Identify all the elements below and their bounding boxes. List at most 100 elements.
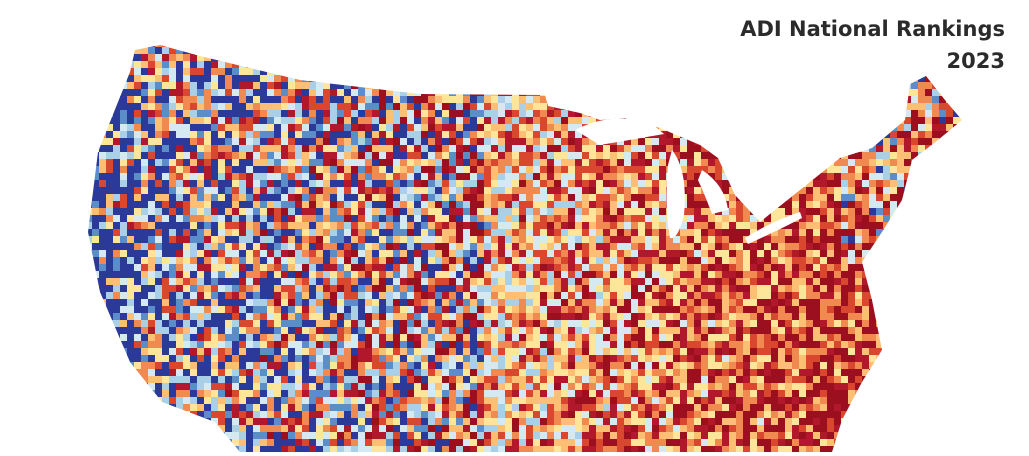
map-tile	[421, 166, 429, 174]
map-tile	[834, 250, 842, 258]
map-tile	[960, 138, 962, 146]
map-tile	[904, 285, 912, 293]
map-tile	[365, 89, 373, 97]
map-tile	[393, 103, 401, 111]
map-tile	[190, 250, 198, 258]
map-tile	[498, 124, 506, 132]
map-tile	[638, 285, 646, 293]
map-tile	[617, 236, 625, 244]
map-tile	[288, 201, 296, 209]
map-tile	[183, 75, 191, 83]
map-tile	[631, 215, 639, 223]
map-tile	[904, 306, 912, 314]
map-tile	[428, 75, 436, 83]
map-tile	[463, 243, 471, 251]
map-tile	[785, 124, 793, 132]
map-tile	[316, 215, 324, 223]
map-tile	[638, 299, 646, 307]
map-tile	[295, 117, 303, 125]
map-tile	[610, 159, 618, 167]
map-tile	[526, 250, 534, 258]
map-tile	[778, 306, 786, 314]
map-tile	[855, 110, 863, 118]
map-tile	[407, 292, 415, 300]
map-tile	[715, 292, 723, 300]
map-tile	[659, 194, 667, 202]
map-tile	[358, 68, 366, 76]
map-tile	[281, 54, 289, 62]
map-tile	[673, 124, 681, 132]
map-tile	[176, 187, 184, 195]
map-tile	[512, 110, 520, 118]
map-tile	[421, 306, 429, 314]
map-tile	[197, 159, 205, 167]
map-tile	[813, 61, 821, 69]
map-tile	[841, 278, 849, 286]
map-tile	[435, 264, 443, 272]
map-tile	[939, 257, 947, 265]
map-tile	[575, 194, 583, 202]
map-tile	[799, 124, 807, 132]
map-tile	[148, 243, 156, 251]
map-tile	[274, 75, 282, 83]
map-tile	[414, 250, 422, 258]
map-tile	[505, 96, 513, 104]
map-tile	[162, 201, 170, 209]
map-tile	[540, 180, 548, 188]
map-tile	[694, 103, 702, 111]
map-tile	[757, 278, 765, 286]
map-tile	[869, 243, 877, 251]
map-tile	[113, 257, 121, 265]
map-tile	[848, 222, 856, 230]
map-tile	[582, 110, 590, 118]
map-tile	[806, 68, 814, 76]
map-tile	[694, 278, 702, 286]
map-tile	[323, 306, 331, 314]
map-tile	[526, 110, 534, 118]
map-tile	[631, 306, 639, 314]
map-tile	[407, 313, 415, 321]
map-tile	[827, 152, 835, 160]
map-tile	[463, 54, 471, 62]
map-tile	[421, 68, 429, 76]
map-tile	[883, 285, 891, 293]
map-tile	[862, 271, 870, 279]
map-tile	[666, 299, 674, 307]
map-tile	[92, 96, 100, 104]
map-tile	[932, 45, 940, 48]
map-tile	[260, 285, 268, 293]
map-tile	[771, 103, 779, 111]
map-tile	[197, 278, 205, 286]
map-tile	[484, 257, 492, 265]
map-tile	[554, 229, 562, 237]
map-tile	[113, 117, 121, 125]
map-tile	[253, 45, 261, 48]
map-tile	[449, 96, 457, 104]
map-tile	[253, 145, 261, 153]
map-tile	[862, 145, 870, 153]
map-tile	[267, 110, 275, 118]
map-tile	[701, 54, 709, 62]
map-tile	[330, 117, 338, 125]
map-tile	[183, 47, 191, 55]
map-tile	[673, 278, 681, 286]
map-tile	[99, 68, 107, 76]
map-tile	[281, 264, 289, 272]
map-tile	[764, 180, 772, 188]
map-tile	[708, 222, 716, 230]
map-tile	[533, 159, 541, 167]
map-tile	[512, 54, 520, 62]
map-tile	[848, 292, 856, 300]
map-tile	[190, 61, 198, 69]
map-tile	[750, 187, 758, 195]
map-tile	[575, 285, 583, 293]
map-tile	[456, 110, 464, 118]
map-tile	[575, 208, 583, 216]
map-tile	[771, 131, 779, 139]
map-tile	[820, 75, 828, 83]
map-tile	[554, 180, 562, 188]
map-tile	[946, 194, 954, 202]
map-tile	[708, 45, 716, 48]
map-tile	[127, 75, 135, 83]
map-tile	[582, 285, 590, 293]
